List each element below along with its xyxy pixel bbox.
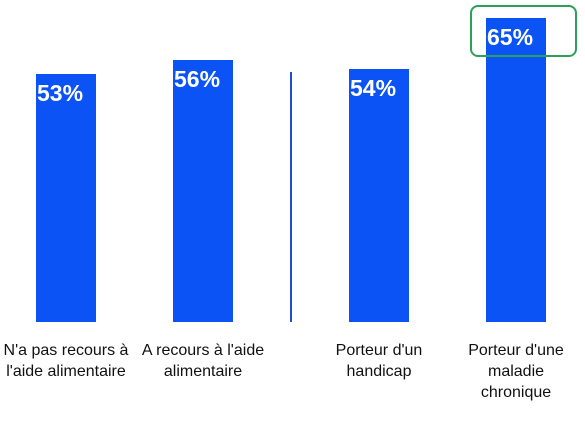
- x-tick-label: A recours à l'aide alimentaire: [141, 342, 265, 380]
- highlight-box: [470, 5, 577, 57]
- x-tick-label: N'a pas recours à l'aide alimentaire: [3, 342, 129, 380]
- bar: [486, 18, 546, 322]
- bar: [36, 74, 96, 322]
- value-label: 65%: [487, 24, 534, 50]
- group-divider: [290, 72, 292, 322]
- value-label: 54%: [350, 75, 397, 102]
- value-label: 56%: [174, 66, 221, 93]
- x-tick-label: Porteur d'une maladie chronique: [468, 342, 564, 401]
- bar: [173, 60, 233, 322]
- bar: [349, 69, 409, 322]
- x-tick-label: Porteur d'un handicap: [335, 342, 423, 380]
- value-label: 53%: [37, 80, 84, 107]
